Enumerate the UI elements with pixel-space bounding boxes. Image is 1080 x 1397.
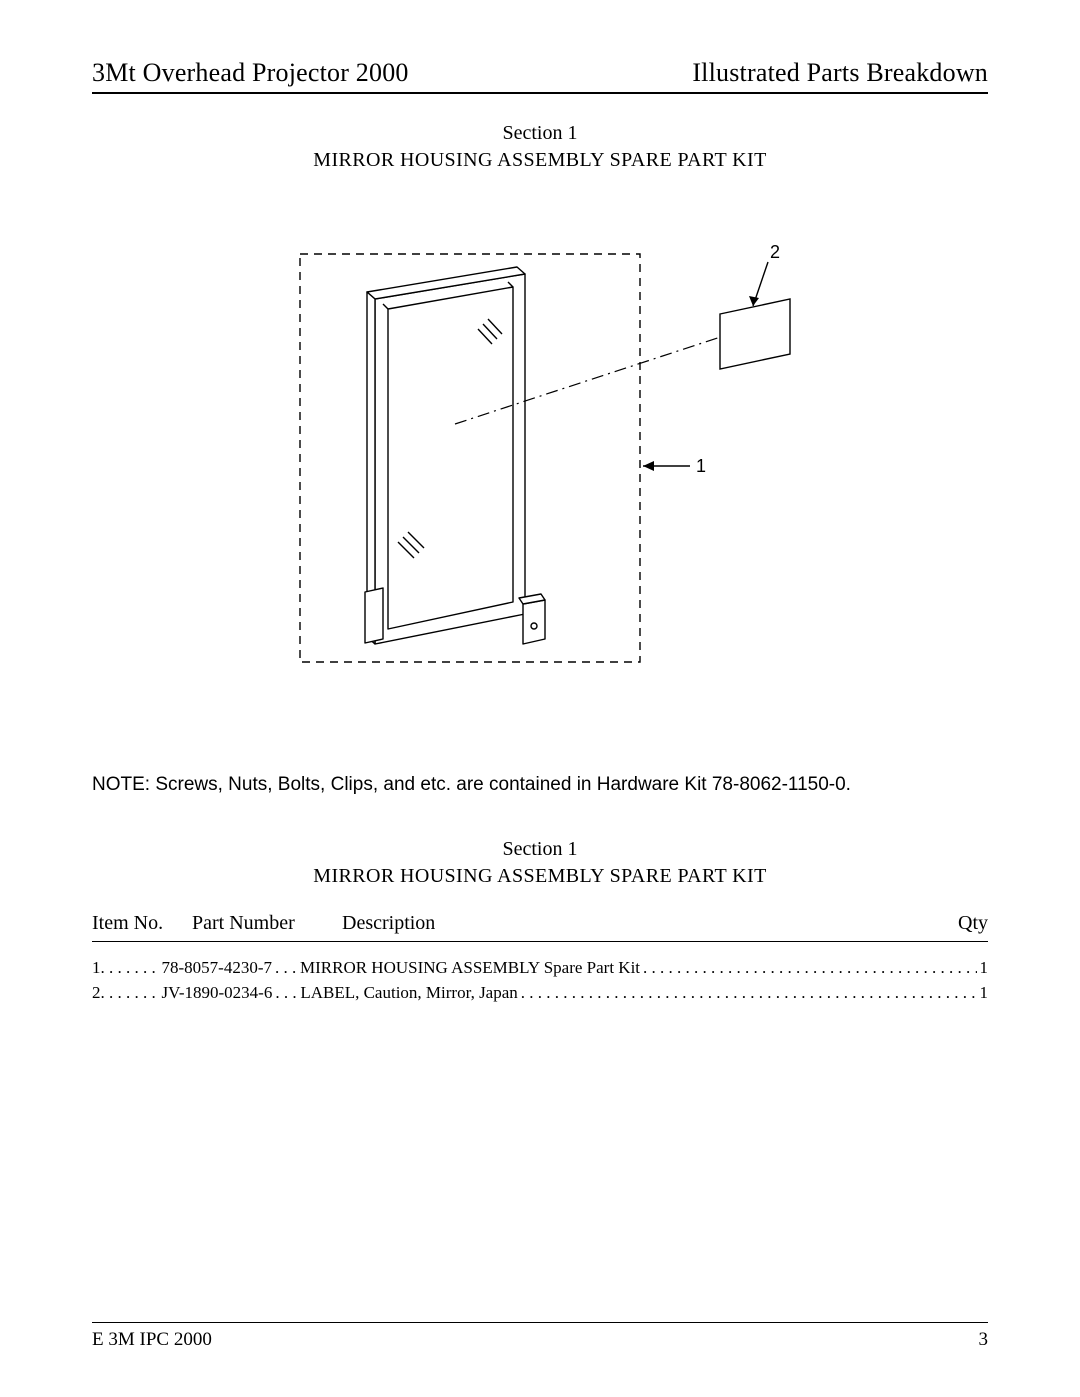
leader-dots [101,981,159,1006]
footer-page-number: 3 [979,1329,989,1351]
section-heading-top: Section 1 MIRROR HOUSING ASSEMBLY SPARE … [92,120,988,174]
row-qty: 1 [977,981,989,1006]
section-heading-bottom: Section 1 MIRROR HOUSING ASSEMBLY SPARE … [92,836,988,890]
table-row: 1 78-8057-4230-7 MIRROR HOUSING ASSEMBLY… [92,956,988,981]
row-desc: MIRROR HOUSING ASSEMBLY Spare Part Kit [297,956,643,981]
header-right: Illustrated Parts Breakdown [692,58,988,88]
parts-table-header: Item No. Part Number Description Qty [92,912,988,942]
header-left: 3Mt Overhead Projector 2000 [92,58,409,88]
hardware-note: NOTE: Screws, Nuts, Bolts, Clips, and et… [92,774,988,796]
leader-dots [275,981,297,1006]
mirror-housing [365,267,545,644]
callout-1-label: 1 [696,456,706,476]
section-top-line1: Section 1 [92,120,988,147]
exploded-diagram: 2 1 [270,244,810,684]
col-qty-header: Qty [938,912,988,935]
callout-2-label: 2 [770,244,780,262]
diagram-container: 2 1 [92,244,988,684]
col-part-header: Part Number [192,912,342,935]
col-item-header: Item No. [92,912,192,935]
table-row: 2 JV-1890-0234-6 LABEL, Caution, Mirror,… [92,981,988,1006]
row-part: JV-1890-0234-6 [159,981,276,1006]
row-item: 1 [92,956,101,981]
leader-dots [101,956,159,981]
row-desc: LABEL, Caution, Mirror, Japan [297,981,520,1006]
label-part [720,299,790,369]
row-item: 2 [92,981,101,1006]
row-part: 78-8057-4230-7 [159,956,275,981]
leader-dots [643,956,976,981]
row-qty: 1 [977,956,989,981]
parts-table-body: 1 78-8057-4230-7 MIRROR HOUSING ASSEMBLY… [92,956,988,1005]
section-bottom-line2: MIRROR HOUSING ASSEMBLY SPARE PART KIT [92,863,988,890]
leader-dots [521,981,977,1006]
col-desc-header: Description [342,912,938,935]
page: 3Mt Overhead Projector 2000 Illustrated … [0,0,1080,1397]
section-bottom-line1: Section 1 [92,836,988,863]
page-header: 3Mt Overhead Projector 2000 Illustrated … [92,58,988,94]
footer-left: E 3M IPC 2000 [92,1329,212,1351]
leader-dots [275,956,297,981]
callout-2: 2 [749,244,780,306]
section-top-line2: MIRROR HOUSING ASSEMBLY SPARE PART KIT [92,147,988,174]
callout-1: 1 [643,456,706,476]
page-footer: E 3M IPC 2000 3 [92,1322,988,1351]
